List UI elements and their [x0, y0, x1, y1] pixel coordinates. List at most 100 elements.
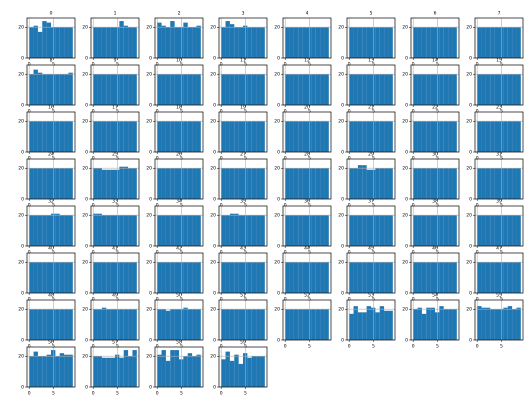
y-tick-label: 0 [277, 56, 280, 62]
bar [413, 309, 418, 340]
subplot: 0 5 0 20 6 [402, 11, 460, 68]
bar [106, 169, 111, 199]
bar [302, 309, 307, 340]
bar [349, 121, 354, 152]
bar [221, 359, 226, 387]
bar [366, 215, 371, 246]
bar [37, 356, 43, 387]
bar [225, 351, 230, 387]
y-tick-label: 20 [146, 354, 152, 360]
subplot: 0 5 0 20 55 [466, 293, 524, 350]
x-tick-label: 0 [284, 156, 287, 162]
bar [157, 22, 162, 58]
bar [196, 25, 201, 59]
bar [426, 168, 431, 199]
axes-frame [346, 205, 396, 247]
bar [426, 74, 431, 105]
bar [477, 306, 482, 340]
bar [29, 215, 34, 246]
bar [192, 262, 197, 293]
bar [260, 27, 265, 58]
bar [183, 168, 188, 199]
bar [37, 168, 43, 199]
y-tick-label: 0 [149, 56, 152, 62]
x-tick-label: 5 [308, 62, 311, 68]
bar [516, 307, 521, 340]
bar [439, 27, 444, 58]
bar [448, 262, 453, 293]
bar [289, 74, 294, 105]
subplot-title: 47 [496, 246, 502, 252]
subplot-title: 42 [176, 246, 182, 252]
bar [132, 74, 137, 105]
bar [33, 351, 38, 387]
subplot: 0 5 0 20 0 [18, 11, 76, 68]
y-tick-label: 20 [210, 307, 216, 313]
subplot: 0 5 0 20 48 [18, 293, 76, 350]
bar [512, 74, 517, 105]
bar [187, 27, 193, 58]
bar [362, 165, 367, 199]
subplot: 0 5 0 20 22 [402, 105, 460, 162]
x-tick-label: 0 [412, 250, 415, 256]
x-tick-label: 0 [220, 344, 223, 350]
y-tick-label: 20 [18, 166, 24, 172]
axes-frame [474, 299, 524, 341]
axes-frame [474, 205, 524, 247]
bar [183, 262, 188, 293]
x-tick-label: 0 [476, 62, 479, 68]
bar [161, 168, 166, 199]
y-tick-label: 0 [277, 150, 280, 156]
y-tick-label: 20 [338, 119, 344, 125]
bar [119, 121, 124, 152]
x-tick-label: 5 [372, 297, 375, 303]
bar [384, 27, 389, 58]
bar [42, 121, 47, 152]
bar [260, 215, 265, 246]
bar [59, 309, 65, 340]
bar [251, 121, 257, 152]
y-tick-label: 0 [149, 244, 152, 250]
bar [123, 215, 129, 246]
subplot-title: 41 [112, 246, 118, 252]
x-tick-label: 5 [308, 344, 311, 350]
axes-frame [346, 64, 396, 106]
y-tick-label: 20 [18, 25, 24, 31]
x-tick-label: 0 [220, 156, 223, 162]
bar [64, 262, 69, 293]
axes-frame [282, 111, 332, 153]
bar [165, 27, 171, 58]
bar [229, 74, 235, 105]
x-tick-label: 5 [244, 156, 247, 162]
bar [157, 121, 162, 152]
bar [512, 27, 517, 58]
bar [234, 262, 239, 293]
bar [170, 74, 175, 105]
bar [490, 27, 495, 58]
bar [302, 215, 307, 246]
x-tick-label: 5 [308, 203, 311, 209]
y-tick-label: 20 [274, 307, 280, 313]
bar [485, 262, 491, 293]
y-tick-label: 0 [341, 150, 344, 156]
x-tick-label: 0 [220, 203, 223, 209]
bar [315, 27, 321, 58]
bar [324, 215, 329, 246]
bar [128, 168, 133, 199]
subplot-title: 5 [370, 11, 373, 17]
bar [417, 27, 422, 58]
x-tick-label: 5 [372, 62, 375, 68]
axes-frame [90, 17, 140, 59]
y-tick-label: 0 [469, 56, 472, 62]
subplot-title: 56 [48, 340, 54, 346]
subplot-title: 11 [240, 58, 246, 64]
x-tick-label: 5 [372, 156, 375, 162]
bar [183, 121, 188, 152]
bar [247, 27, 252, 58]
bar [443, 262, 449, 293]
bar [132, 215, 137, 246]
bar [170, 350, 175, 387]
y-tick-label: 0 [149, 150, 152, 156]
bar [196, 309, 201, 340]
x-tick-label: 0 [348, 297, 351, 303]
